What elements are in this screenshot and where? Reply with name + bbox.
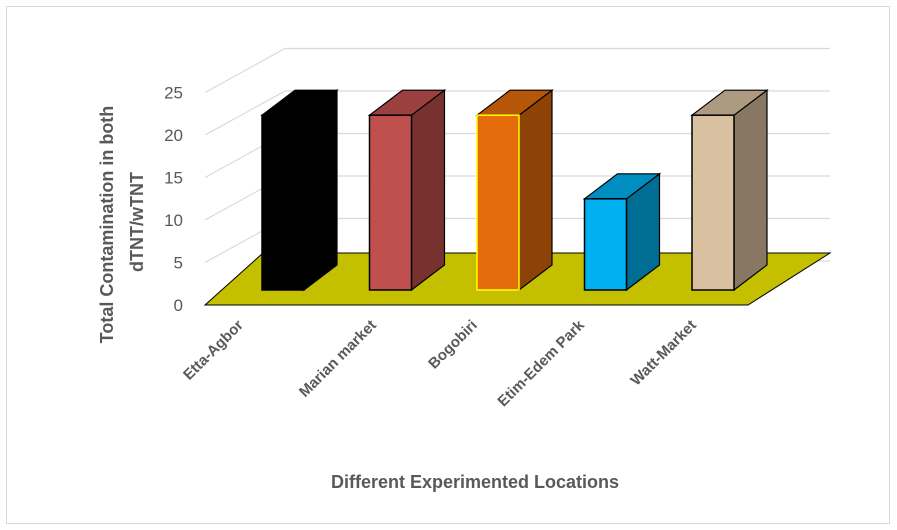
x-category-label: Bogobiri: [425, 317, 481, 373]
bar-front: [368, 114, 413, 291]
x-category-label: Etta-Agbor: [180, 317, 247, 384]
y-tick-label: 15: [164, 169, 183, 188]
x-category-label: Watt-Market: [627, 317, 699, 389]
x-category-label: Marian market: [296, 317, 380, 401]
bar: [690, 88, 769, 292]
y-axis-ticks: 0 5 10 15 20 25: [164, 84, 183, 316]
y-tick-label: 0: [174, 296, 183, 315]
y-tick-label: 20: [164, 126, 183, 145]
x-axis-categories: Etta-Agbor Marian market Bogobiri Etim-Edem…: [180, 316, 700, 410]
y-axis-title: Total Contamination in both dTNT/wTNT: [97, 101, 147, 344]
bar-front: [476, 114, 520, 291]
bar: [260, 88, 339, 292]
bar-front: [261, 114, 305, 291]
bar-side: [410, 88, 446, 292]
x-category-label: Etim-Edem Park: [494, 316, 588, 410]
bar-side: [303, 88, 338, 292]
y-tick-label: 5: [174, 254, 183, 273]
bar: [367, 88, 447, 292]
y-tick-label: 25: [164, 84, 183, 103]
x-axis-title: Different Experimented Locations: [331, 472, 619, 492]
bars: [260, 88, 769, 292]
bar-front: [583, 198, 628, 291]
y-axis-title-line-1: Total Contamination in both: [97, 106, 117, 344]
bar: [582, 172, 662, 292]
y-axis-title-line-2: dTNT/wTNT: [127, 172, 147, 272]
bar-side: [518, 88, 553, 292]
gridline: [204, 47, 830, 94]
bar-side: [733, 88, 768, 292]
y-tick-label: 10: [164, 211, 183, 230]
bar: [475, 88, 554, 292]
gridline: [204, 90, 830, 136]
bar-front: [691, 114, 735, 291]
